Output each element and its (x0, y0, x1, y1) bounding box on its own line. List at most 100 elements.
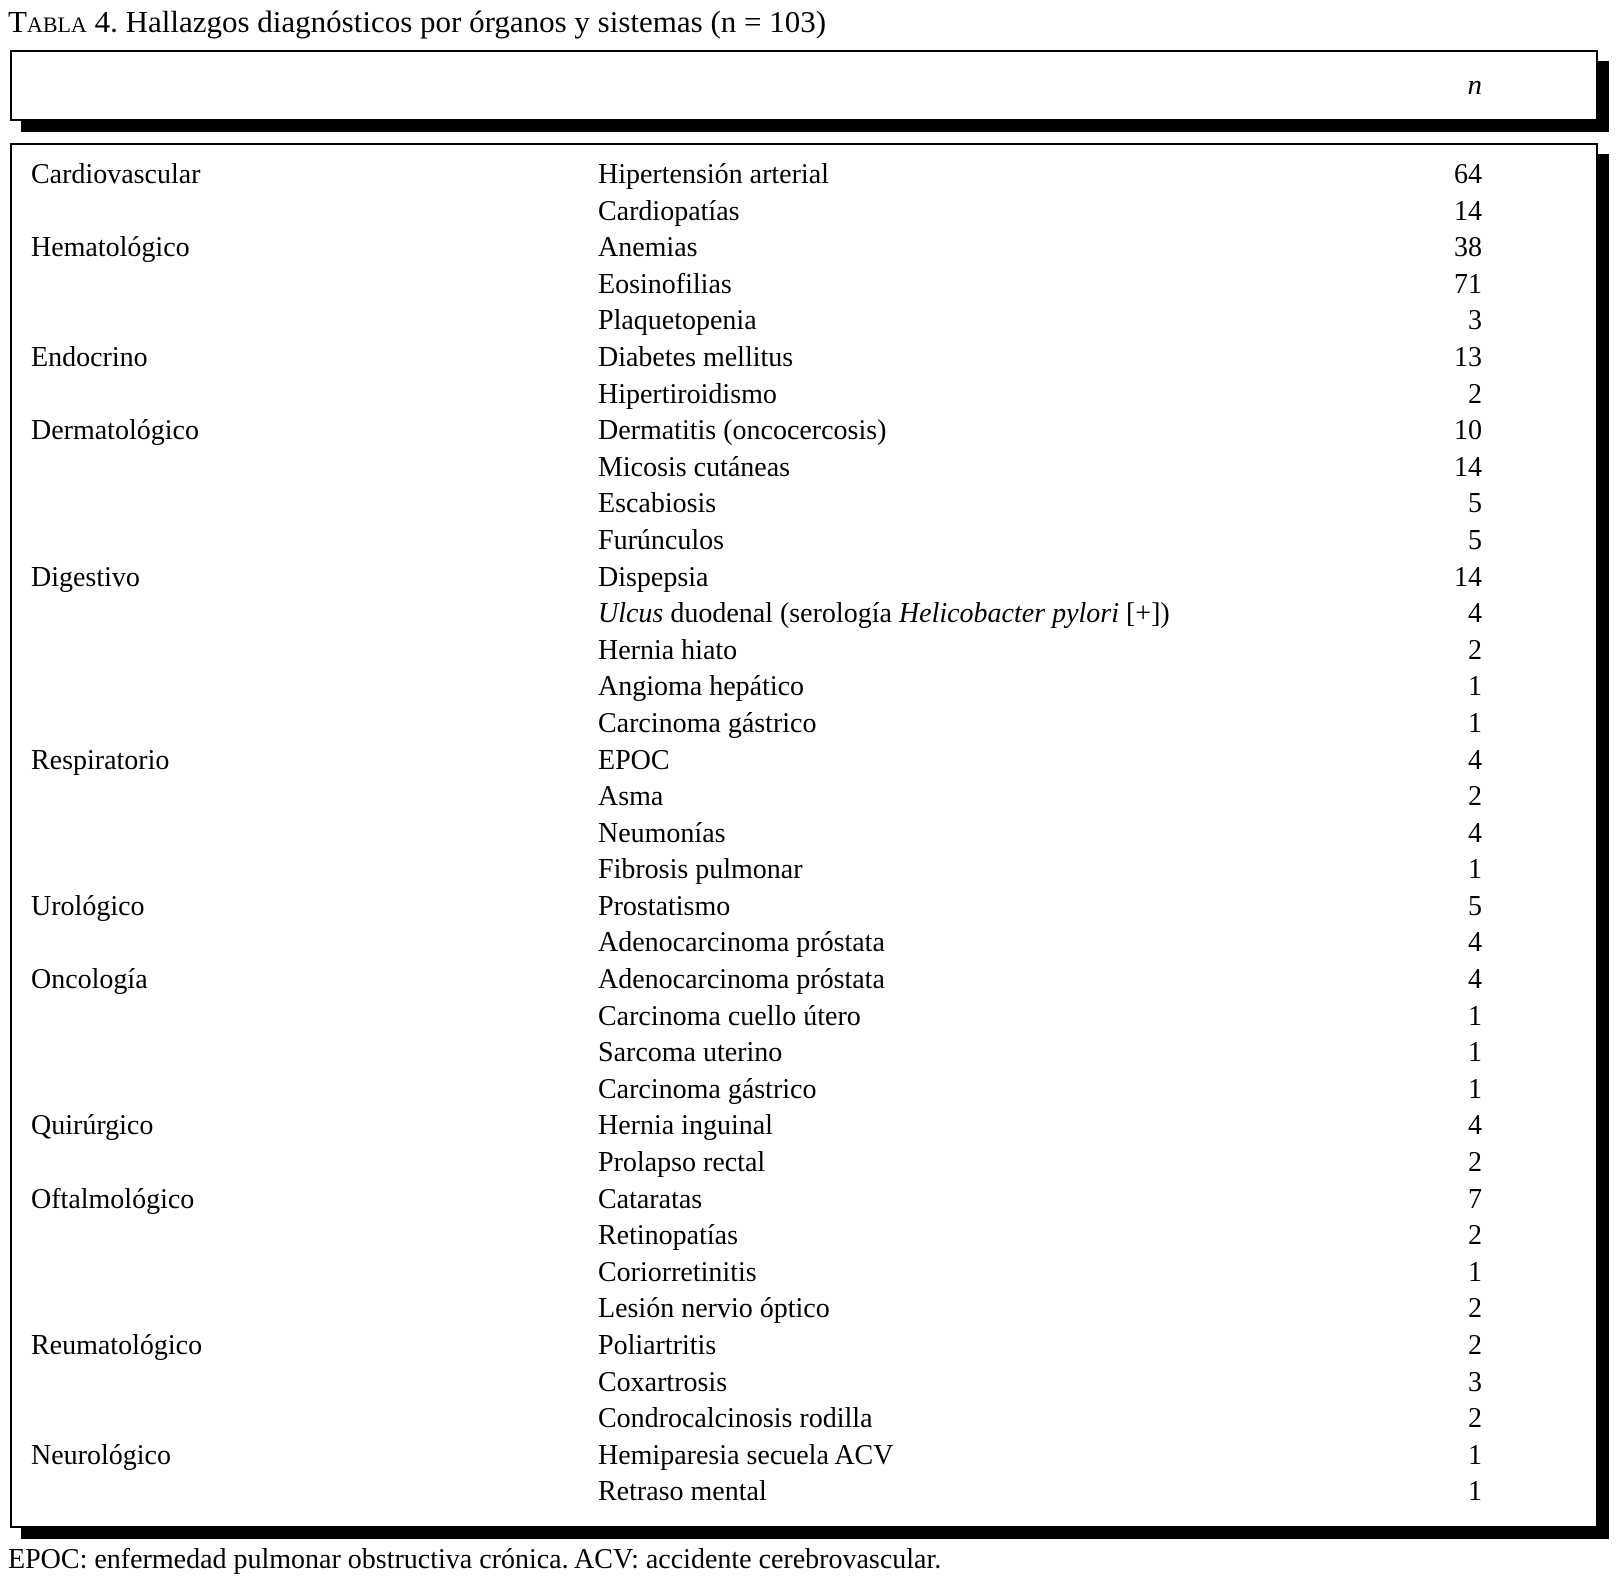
diagnosis-cell: Prolapso rectal (598, 1145, 1392, 1182)
diagnosis-italic-segment: Ulcus (598, 598, 664, 630)
category-cell (12, 852, 598, 889)
count-cell: 1 (1468, 707, 1482, 739)
count-cell: 1 (1468, 1073, 1482, 1105)
category-cell (12, 706, 598, 743)
diagnosis-segment: Cardiopatías (598, 195, 740, 227)
category-cell: Neurológico (31, 1439, 171, 1471)
table-row: Cardiopatías 14 (12, 194, 1596, 231)
table-row: Plaquetopenia 3 (12, 303, 1596, 340)
diagnosis-segment: Diabetes mellitus (598, 341, 794, 373)
diagnosis-segment: Hipertiroidismo (598, 378, 777, 410)
diagnosis-italic-segment: Helicobacter pylori (898, 598, 1119, 630)
table-row: Prolapso rectal 2 (12, 1145, 1596, 1182)
diagnosis-cell: Condrocalcinosis rodilla (598, 1401, 1392, 1438)
diagnosis-cell: Prostatismo (598, 889, 1392, 926)
diagnosis-segment: Plaquetopenia (598, 305, 757, 337)
category-cell: Oftalmológico (31, 1183, 195, 1215)
category-cell (12, 669, 598, 706)
table-row: Retraso mental 1 (12, 1474, 1596, 1511)
diagnosis-segment: Cataratas (598, 1183, 703, 1215)
table-row: Escabiosis 5 (12, 486, 1596, 523)
category-cell: Urológico (31, 890, 145, 922)
diagnosis-cell: Furúnculos (598, 523, 1392, 560)
table-row: Carcinoma gástrico 1 (12, 706, 1596, 743)
category-cell (12, 925, 598, 962)
count-cell: 5 (1468, 890, 1482, 922)
table-row: Neurológico Hemiparesia secuela ACV 1 (12, 1438, 1596, 1475)
category-cell (12, 1474, 598, 1511)
diagnosis-segment: Coriorretinitis (598, 1256, 757, 1288)
table-row: Asma 2 (12, 779, 1596, 816)
table-row: Endocrino Diabetes mellitus 13 (12, 340, 1596, 377)
diagnosis-segment: Anemias (598, 232, 698, 264)
count-cell: 5 (1468, 524, 1482, 556)
diagnosis-cell: Dermatitis (oncocercosis) (598, 413, 1392, 450)
count-cell: 14 (1454, 451, 1482, 483)
diagnosis-cell: Hemiparesia secuela ACV (598, 1438, 1392, 1475)
category-cell: Oncología (31, 964, 148, 996)
table-row: Lesión nervio óptico 2 (12, 1291, 1596, 1328)
category-cell (12, 523, 598, 560)
category-cell (12, 596, 598, 633)
count-cell: 2 (1468, 1293, 1482, 1325)
diagnosis-segment: Hernia inguinal (598, 1110, 773, 1142)
table-row: Carcinoma gástrico 1 (12, 1072, 1596, 1109)
category-cell (12, 194, 598, 231)
category-cell (12, 1365, 598, 1402)
table-row: Hipertiroidismo 2 (12, 377, 1596, 414)
count-cell: 3 (1468, 305, 1482, 337)
diagnosis-cell: Adenocarcinoma próstata (598, 925, 1392, 962)
table-row: Condrocalcinosis rodilla 2 (12, 1401, 1596, 1438)
category-cell (12, 1401, 598, 1438)
diagnosis-segment: Micosis cutáneas (598, 451, 791, 483)
category-cell (12, 486, 598, 523)
diagnosis-segment: Coxartrosis (598, 1366, 728, 1398)
table-row: Neumonías 4 (12, 816, 1596, 853)
diagnosis-cell: Adenocarcinoma próstata (598, 962, 1392, 999)
category-cell: Dermatológico (31, 415, 199, 447)
table-body-box: Cardiovascular Hipertensión arterial 64 Car… (10, 143, 1598, 1528)
category-cell: Cardiovascular (31, 159, 201, 190)
diagnosis-cell: Neumonías (598, 816, 1392, 853)
table-row: Furúnculos 5 (12, 523, 1596, 560)
count-cell: 2 (1468, 1220, 1482, 1252)
table-body: Cardiovascular Hipertensión arterial 64 Car… (12, 157, 1596, 1511)
diagnosis-segment: Prostatismo (598, 890, 731, 922)
count-cell: 64 (1454, 159, 1482, 190)
diagnosis-segment: Carcinoma cuello útero (598, 1000, 861, 1032)
diagnosis-segment: Angioma hepático (598, 671, 805, 703)
count-cell: 1 (1468, 1256, 1482, 1288)
diagnosis-cell: Hipertensión arterial (598, 157, 1392, 194)
diagnosis-segment: Adenocarcinoma próstata (598, 964, 885, 996)
category-cell: Hematológico (31, 232, 190, 264)
diagnosis-cell: Carcinoma gástrico (598, 706, 1392, 743)
diagnosis-cell: Poliartritis (598, 1328, 1392, 1365)
diagnosis-cell: Cardiopatías (598, 194, 1392, 231)
category-cell (12, 450, 598, 487)
diagnosis-cell: Plaquetopenia (598, 303, 1392, 340)
diagnosis-cell: Carcinoma cuello útero (598, 999, 1392, 1036)
count-cell: 2 (1468, 781, 1482, 813)
count-cell: 2 (1468, 378, 1482, 410)
count-cell: 1 (1468, 1037, 1482, 1069)
diagnosis-segment: Retraso mental (598, 1476, 767, 1508)
diagnosis-segment: Prolapso rectal (598, 1147, 766, 1179)
category-cell (12, 999, 598, 1036)
diagnosis-cell: Lesión nervio óptico (598, 1291, 1392, 1328)
count-cell: 2 (1468, 1330, 1482, 1361)
diagnosis-segment: [+]) (1118, 598, 1170, 630)
table-footnote: EPOC: enfermedad pulmonar obstructiva cr… (8, 1544, 942, 1575)
diagnosis-segment: Asma (598, 781, 664, 813)
diagnosis-cell: Dispepsia (598, 560, 1392, 597)
header-n-label: n (1467, 69, 1483, 101)
table-row: Dermatológico Dermatitis (oncocercosis) 10 (12, 413, 1596, 450)
category-cell (12, 1218, 598, 1255)
table-row: Eosinofilias 71 (12, 267, 1596, 304)
diagnosis-segment: Fibrosis pulmonar (598, 854, 803, 886)
count-cell: 2 (1468, 1147, 1482, 1179)
category-cell: Quirúrgico (31, 1110, 154, 1142)
diagnosis-cell: Coriorretinitis (598, 1255, 1392, 1292)
count-cell: 14 (1454, 561, 1482, 593)
category-cell (12, 816, 598, 853)
category-cell (12, 267, 598, 304)
